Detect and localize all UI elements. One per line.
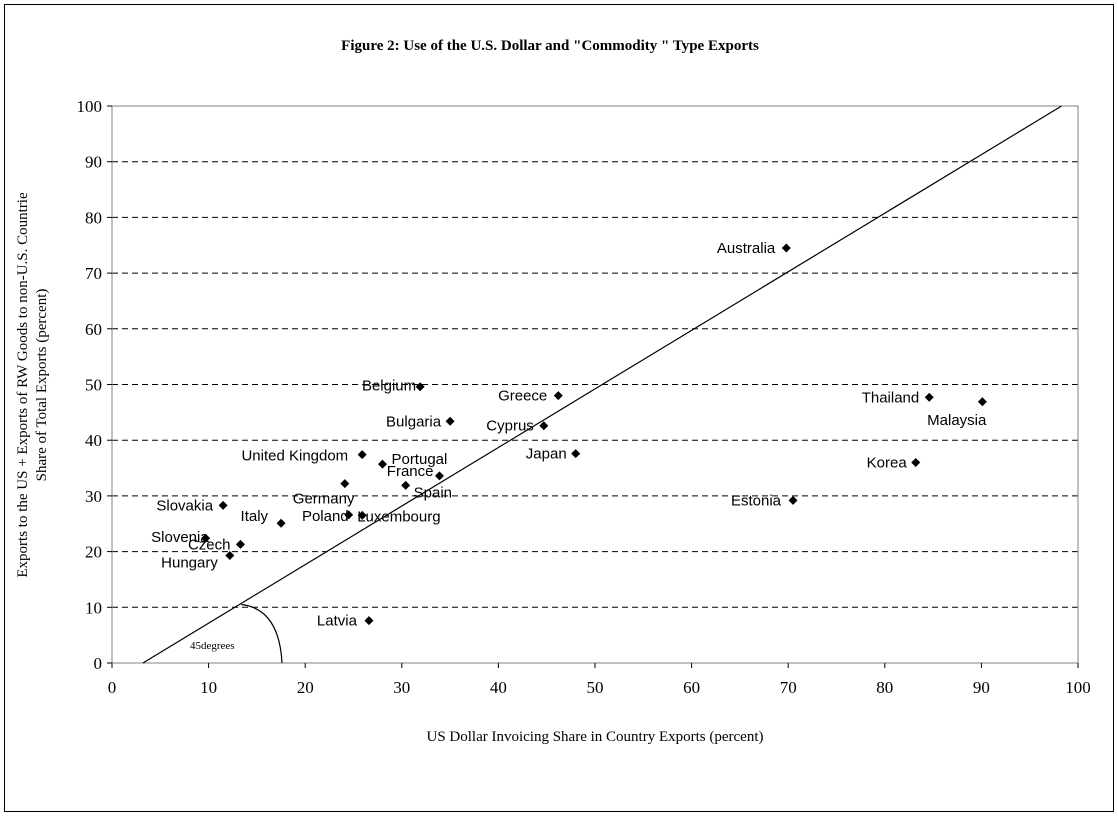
angle-annotation: 45degrees: [190, 640, 235, 652]
y-tick-label: 90: [85, 153, 102, 172]
point-italy: [276, 518, 286, 528]
chart-frame: [4, 4, 1114, 812]
point-label-slovakia: Slovakia: [156, 497, 213, 514]
point-label-czech: Czech: [188, 536, 231, 553]
point-united-kingdom: [357, 450, 367, 460]
point-label-germany: Germany: [293, 491, 355, 508]
point-cyprus: [539, 421, 549, 431]
point-france: [434, 471, 444, 481]
point-latvia: [364, 616, 374, 626]
x-tick-label: 100: [1065, 678, 1091, 697]
point-label-greece: Greece: [498, 388, 547, 405]
point-spain: [401, 480, 411, 490]
y-tick-label: 0: [94, 654, 103, 673]
chart-title: Figure 2: Use of the U.S. Dollar and "Co…: [341, 38, 759, 54]
point-bulgaria: [445, 416, 455, 426]
reference-line-45: [142, 105, 1062, 664]
x-tick-label: 40: [490, 678, 507, 697]
point-label-australia: Australia: [717, 240, 776, 257]
point-label-korea: Korea: [867, 454, 908, 471]
x-tick-label: 30: [393, 678, 410, 697]
point-korea: [911, 457, 921, 467]
point-label-poland: Poland: [302, 508, 349, 525]
point-label-malaysia: Malaysia: [927, 412, 987, 429]
point-label-united-kingdom: United Kingdom: [241, 448, 348, 465]
point-malaysia: [977, 397, 987, 407]
x-tick-label: 70: [780, 678, 797, 697]
point-label-estonia: Estonia: [731, 492, 782, 509]
point-label-bulgaria: Bulgaria: [386, 413, 442, 430]
point-label-latvia: Latvia: [317, 613, 358, 630]
y-tick-label: 50: [85, 376, 102, 395]
point-label-cyprus: Cyprus: [486, 418, 534, 435]
point-label-thailand: Thailand: [862, 389, 920, 406]
point-label-france: France: [387, 463, 434, 480]
point-luxembourg: [357, 510, 367, 520]
y-tick-label: 40: [85, 431, 102, 450]
point-thailand: [924, 392, 934, 402]
x-tick-label: 0: [108, 678, 117, 697]
y-tick-label: 20: [85, 543, 102, 562]
point-japan: [571, 449, 581, 459]
point-label-spain: Spain: [414, 484, 452, 501]
point-label-japan: Japan: [526, 446, 567, 463]
point-germany: [340, 479, 350, 489]
y-tick-label: 60: [85, 320, 102, 339]
point-slovakia: [218, 500, 228, 510]
data-points: Australia Belgium Greece Thailand Malaysia Bu…: [151, 240, 987, 630]
point-label-belgium: Belgium: [362, 378, 416, 395]
point-label-portugal: Portugal: [391, 451, 447, 468]
x-tick-label: 50: [587, 678, 604, 697]
x-axis-ticks: 0 10 20 30 40 50 60 70 80 90 100: [108, 663, 1091, 697]
y-axis-label-line1: Exports to the US + Exports of RW Goods …: [15, 192, 31, 578]
point-poland: [344, 510, 354, 520]
point-australia: [781, 243, 791, 253]
point-belgium: [415, 382, 425, 392]
y-tick-label: 100: [77, 97, 103, 116]
point-slovenia: [201, 533, 211, 543]
y-axis-label-line2: Share of Total Exports (percent): [34, 289, 50, 482]
y-tick-label: 70: [85, 264, 102, 283]
x-tick-label: 90: [973, 678, 990, 697]
x-tick-label: 10: [200, 678, 217, 697]
point-label-hungary: Hungary: [161, 554, 218, 571]
point-estonia: [788, 495, 798, 505]
point-portugal: [377, 459, 387, 469]
y-tick-label: 80: [85, 208, 102, 227]
grid-lines: [112, 161, 1078, 608]
point-czech: [235, 539, 245, 549]
x-tick-label: 80: [876, 678, 893, 697]
y-tick-label: 30: [85, 487, 102, 506]
point-label-slovenia: Slovenia: [151, 529, 209, 546]
point-label-italy: Italy: [241, 508, 269, 525]
angle-arc: [241, 603, 283, 664]
x-axis-label: US Dollar Invoicing Share in Country Exp…: [426, 729, 763, 745]
x-tick-label: 20: [297, 678, 314, 697]
y-axis-ticks: 0 10 20 30 40 50 60 70 80 90 100: [77, 97, 112, 673]
point-greece: [553, 391, 563, 401]
y-tick-label: 10: [85, 598, 102, 617]
x-tick-label: 60: [683, 678, 700, 697]
point-hungary: [225, 550, 235, 560]
point-label-luxembourg: Luxembourg: [357, 508, 440, 525]
